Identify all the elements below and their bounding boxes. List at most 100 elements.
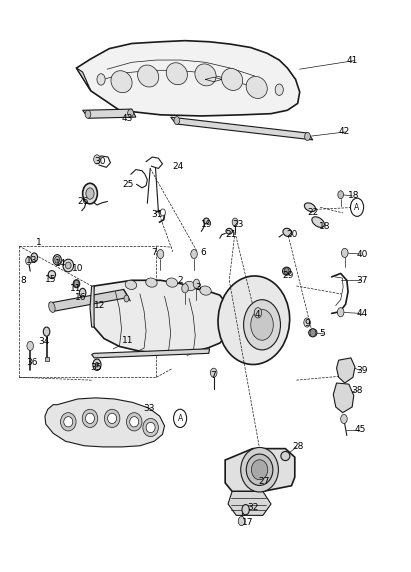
Text: 22: 22 [307, 208, 319, 217]
Ellipse shape [305, 203, 316, 212]
Ellipse shape [65, 262, 71, 269]
Ellipse shape [251, 309, 273, 340]
Circle shape [27, 341, 33, 351]
Ellipse shape [138, 65, 159, 87]
Circle shape [157, 249, 164, 259]
Text: 10: 10 [72, 264, 84, 273]
Text: 26: 26 [78, 197, 89, 206]
Polygon shape [92, 280, 230, 353]
Text: 8: 8 [21, 276, 26, 285]
Circle shape [74, 280, 79, 287]
Circle shape [93, 359, 101, 371]
Text: 16: 16 [75, 293, 87, 302]
Ellipse shape [125, 280, 137, 289]
Text: 25: 25 [123, 180, 134, 189]
Ellipse shape [143, 418, 158, 436]
Ellipse shape [73, 280, 80, 288]
Text: 37: 37 [356, 276, 368, 285]
Text: 31: 31 [151, 210, 163, 219]
Text: 11: 11 [122, 336, 133, 345]
Circle shape [337, 308, 344, 317]
Polygon shape [171, 117, 313, 140]
Circle shape [341, 414, 347, 423]
Circle shape [284, 268, 289, 275]
Circle shape [338, 190, 344, 198]
Ellipse shape [222, 69, 243, 90]
Ellipse shape [146, 422, 155, 432]
Polygon shape [76, 68, 91, 91]
Text: 23: 23 [232, 220, 243, 229]
Text: 24: 24 [172, 162, 183, 170]
Text: 41: 41 [347, 56, 358, 65]
Ellipse shape [166, 278, 178, 287]
Circle shape [193, 279, 200, 288]
Text: 4: 4 [255, 310, 260, 319]
Circle shape [174, 117, 180, 125]
Circle shape [128, 109, 134, 117]
Ellipse shape [184, 281, 196, 291]
Ellipse shape [146, 278, 157, 287]
Ellipse shape [48, 271, 55, 279]
Circle shape [182, 284, 188, 293]
Circle shape [55, 256, 60, 263]
Text: 15: 15 [45, 275, 56, 284]
Polygon shape [225, 448, 295, 491]
Circle shape [160, 209, 165, 216]
Text: 21: 21 [225, 230, 237, 239]
Ellipse shape [226, 228, 233, 234]
Text: 27: 27 [258, 476, 269, 486]
Circle shape [275, 84, 283, 96]
Polygon shape [337, 358, 355, 383]
Ellipse shape [246, 454, 273, 486]
Ellipse shape [130, 416, 139, 427]
Text: 32: 32 [247, 503, 259, 512]
Text: 5: 5 [319, 329, 325, 339]
Ellipse shape [241, 447, 278, 492]
Ellipse shape [48, 302, 55, 312]
Ellipse shape [200, 286, 211, 295]
Circle shape [94, 155, 100, 164]
Text: 35: 35 [90, 363, 102, 372]
Ellipse shape [111, 71, 132, 93]
Text: 11: 11 [69, 284, 81, 293]
Text: 40: 40 [356, 249, 367, 259]
Circle shape [97, 74, 105, 85]
Text: 30: 30 [94, 157, 106, 166]
Ellipse shape [195, 64, 216, 86]
Circle shape [342, 248, 348, 257]
Text: 19: 19 [201, 220, 212, 229]
Circle shape [242, 505, 249, 515]
Ellipse shape [252, 460, 268, 480]
Ellipse shape [108, 413, 117, 423]
Text: 39: 39 [356, 366, 368, 375]
Text: 43: 43 [122, 114, 133, 124]
Circle shape [85, 110, 91, 118]
Ellipse shape [218, 276, 290, 364]
Circle shape [310, 329, 316, 337]
Ellipse shape [246, 77, 267, 98]
Text: 7: 7 [210, 371, 216, 380]
Text: 44: 44 [356, 309, 367, 318]
Ellipse shape [282, 267, 291, 275]
Polygon shape [228, 491, 271, 515]
Circle shape [232, 218, 238, 226]
Text: 14: 14 [55, 259, 66, 268]
Text: A: A [354, 202, 360, 212]
Polygon shape [45, 398, 164, 447]
Ellipse shape [53, 255, 61, 265]
Circle shape [95, 363, 99, 367]
Circle shape [83, 183, 97, 204]
Ellipse shape [104, 409, 120, 427]
Ellipse shape [244, 300, 280, 350]
Text: 6: 6 [201, 248, 206, 257]
Polygon shape [44, 357, 48, 362]
Circle shape [254, 308, 262, 318]
Polygon shape [49, 289, 129, 311]
Circle shape [173, 409, 187, 427]
Polygon shape [83, 109, 136, 118]
Ellipse shape [60, 412, 76, 431]
Ellipse shape [82, 409, 98, 427]
Polygon shape [76, 41, 300, 116]
Ellipse shape [64, 416, 73, 427]
Circle shape [210, 368, 217, 378]
